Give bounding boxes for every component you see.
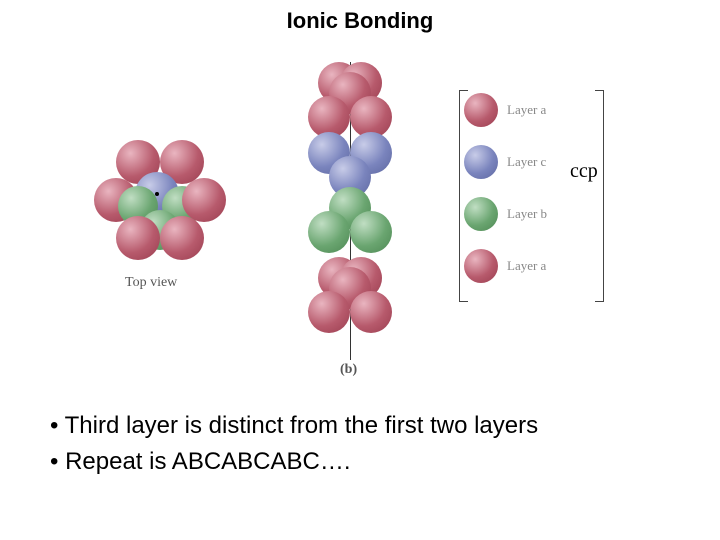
legend-sphere <box>464 93 498 127</box>
stack-sphere <box>350 211 392 253</box>
legend-bracket-right <box>595 90 604 302</box>
legend-sphere <box>464 145 498 179</box>
ccp-label: ccp <box>570 160 598 183</box>
bullet-list: • Third layer is distinct from the first… <box>50 410 680 483</box>
stack-sphere <box>350 291 392 333</box>
bullet-item: • Third layer is distinct from the first… <box>50 410 680 442</box>
legend-sphere <box>464 197 498 231</box>
legend-label: Layer b <box>507 206 547 222</box>
legend-label: Layer a <box>507 258 546 274</box>
stack-caption-b: (b) <box>340 362 357 378</box>
legend-sphere <box>464 249 498 283</box>
page-title: Ionic Bonding <box>0 8 720 34</box>
bullet-item: • Repeat is ABCABCABC…. <box>50 446 680 478</box>
legend-label: Layer c <box>507 154 546 170</box>
topview-center-dot <box>155 192 159 196</box>
topview-sphere <box>182 178 226 222</box>
figure-area: Top view (b) ccp Layer a Layer c Layer b Layer… <box>0 70 720 390</box>
stack-sphere <box>308 291 350 333</box>
topview-sphere <box>116 216 160 260</box>
stack-sphere <box>308 211 350 253</box>
topview-caption: Top view <box>125 275 177 291</box>
legend-label: Layer a <box>507 102 546 118</box>
topview-sphere <box>160 216 204 260</box>
